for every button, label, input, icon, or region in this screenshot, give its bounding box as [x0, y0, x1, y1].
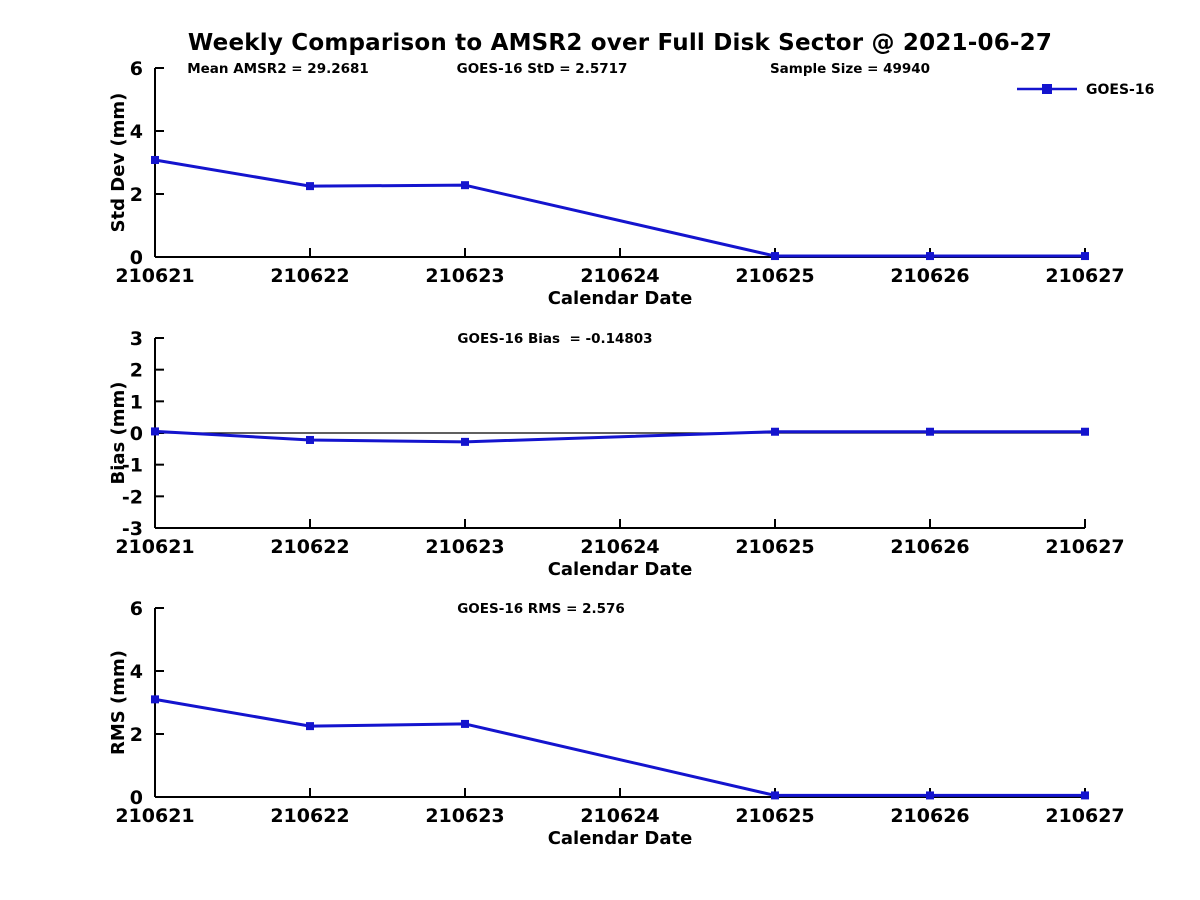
- x-tick-label: 210625: [735, 536, 814, 558]
- data-line: [153, 158, 1087, 258]
- chart-panel-stddev: 0 2 4 6 210621 210622 210623 210624 210625 210626…: [108, 58, 1154, 309]
- x-tick-label: 210627: [1045, 265, 1124, 287]
- y-tick-label: -1: [122, 455, 143, 477]
- data-point-marker: [926, 252, 934, 261]
- y-tick-label: 2: [130, 184, 143, 206]
- data-line: [153, 429, 1087, 444]
- data-point-marker: [461, 437, 469, 446]
- data-point-marker: [771, 427, 779, 436]
- panel-annotation: GOES-16 StD = 2.5717: [457, 61, 628, 77]
- y-tick-label: 3: [130, 328, 143, 350]
- y-tick-label: 4: [130, 121, 143, 143]
- data-point-marker: [461, 181, 469, 190]
- y-tick-label: 2: [130, 360, 143, 382]
- data-point-marker: [926, 427, 934, 436]
- y-axis-label: Std Dev (mm): [108, 93, 129, 233]
- y-tick-label: 2: [130, 724, 143, 746]
- panel-annotation: GOES-16 RMS = 2.576: [457, 601, 625, 617]
- y-tick-label: 0: [130, 787, 143, 809]
- x-tick-label: 210622: [270, 265, 349, 287]
- x-tick-label: 210626: [890, 805, 969, 827]
- chart-panel-rms: 0 2 4 6 210621 210622 210623 210624 210625 210626…: [108, 598, 1125, 849]
- data-point-marker: [771, 791, 779, 800]
- data-point-marker: [306, 182, 314, 191]
- data-point-marker: [1081, 427, 1089, 436]
- data-point-marker: [151, 427, 159, 436]
- x-tick-label: 210623: [425, 536, 504, 558]
- chart-title: Weekly Comparison to AMSR2 over Full Dis…: [187, 30, 1053, 56]
- y-tick-label: 6: [130, 598, 143, 620]
- data-point-marker: [771, 252, 779, 261]
- panel-annotation: Mean AMSR2 = 29.2681: [187, 61, 369, 77]
- x-tick-label: 210627: [1045, 536, 1124, 558]
- x-axis-label: Calendar Date: [548, 828, 693, 849]
- x-tick-label: 210623: [425, 265, 504, 287]
- y-tick-label: 4: [130, 661, 143, 683]
- legend-marker: [1042, 84, 1052, 94]
- x-tick-label: 210622: [270, 536, 349, 558]
- x-tick-label: 210621: [115, 536, 194, 558]
- y-tick-label: 0: [130, 423, 143, 445]
- x-tick-label: 210625: [735, 805, 814, 827]
- x-tick-label: 210623: [425, 805, 504, 827]
- x-tick-label: 210622: [270, 805, 349, 827]
- chart-panel-bias: -3 -2 -1 0 1 2 3 210621 210622 210623 210624 210625…: [108, 328, 1125, 580]
- x-tick-label: 210621: [115, 265, 194, 287]
- y-tick-label: 0: [130, 247, 143, 269]
- x-tick-label: 210621: [115, 805, 194, 827]
- data-point-marker: [461, 719, 469, 728]
- x-tick-label: 210627: [1045, 805, 1124, 827]
- data-point-marker: [306, 435, 314, 444]
- y-axis-label: Bias (mm): [108, 382, 129, 485]
- panel-annotation: GOES-16 Bias = -0.14803: [457, 331, 652, 347]
- x-axis-label: Calendar Date: [548, 288, 693, 309]
- y-axis-label: RMS (mm): [108, 650, 129, 755]
- y-tick-label: 1: [130, 391, 143, 413]
- data-point-marker: [151, 695, 159, 704]
- y-tick-label: -3: [122, 518, 143, 540]
- y-tick-label: -2: [122, 486, 143, 508]
- panel-annotation: Sample Size = 49940: [770, 61, 930, 77]
- x-tick-label: 210624: [580, 536, 659, 558]
- data-point-marker: [1081, 252, 1089, 261]
- x-tick-label: 210624: [580, 805, 659, 827]
- data-point-marker: [926, 791, 934, 800]
- x-tick-label: 210625: [735, 265, 814, 287]
- x-axis-label: Calendar Date: [548, 559, 693, 580]
- legend-label: GOES-16: [1086, 82, 1154, 98]
- data-point-marker: [151, 155, 159, 164]
- x-tick-label: 210626: [890, 265, 969, 287]
- x-tick-label: 210626: [890, 536, 969, 558]
- legend: GOES-16: [1017, 82, 1154, 98]
- data-point-marker: [1081, 791, 1089, 800]
- x-tick-label: 210624: [580, 265, 659, 287]
- data-line: [153, 697, 1087, 797]
- data-point-marker: [306, 722, 314, 731]
- y-tick-label: 6: [130, 58, 143, 80]
